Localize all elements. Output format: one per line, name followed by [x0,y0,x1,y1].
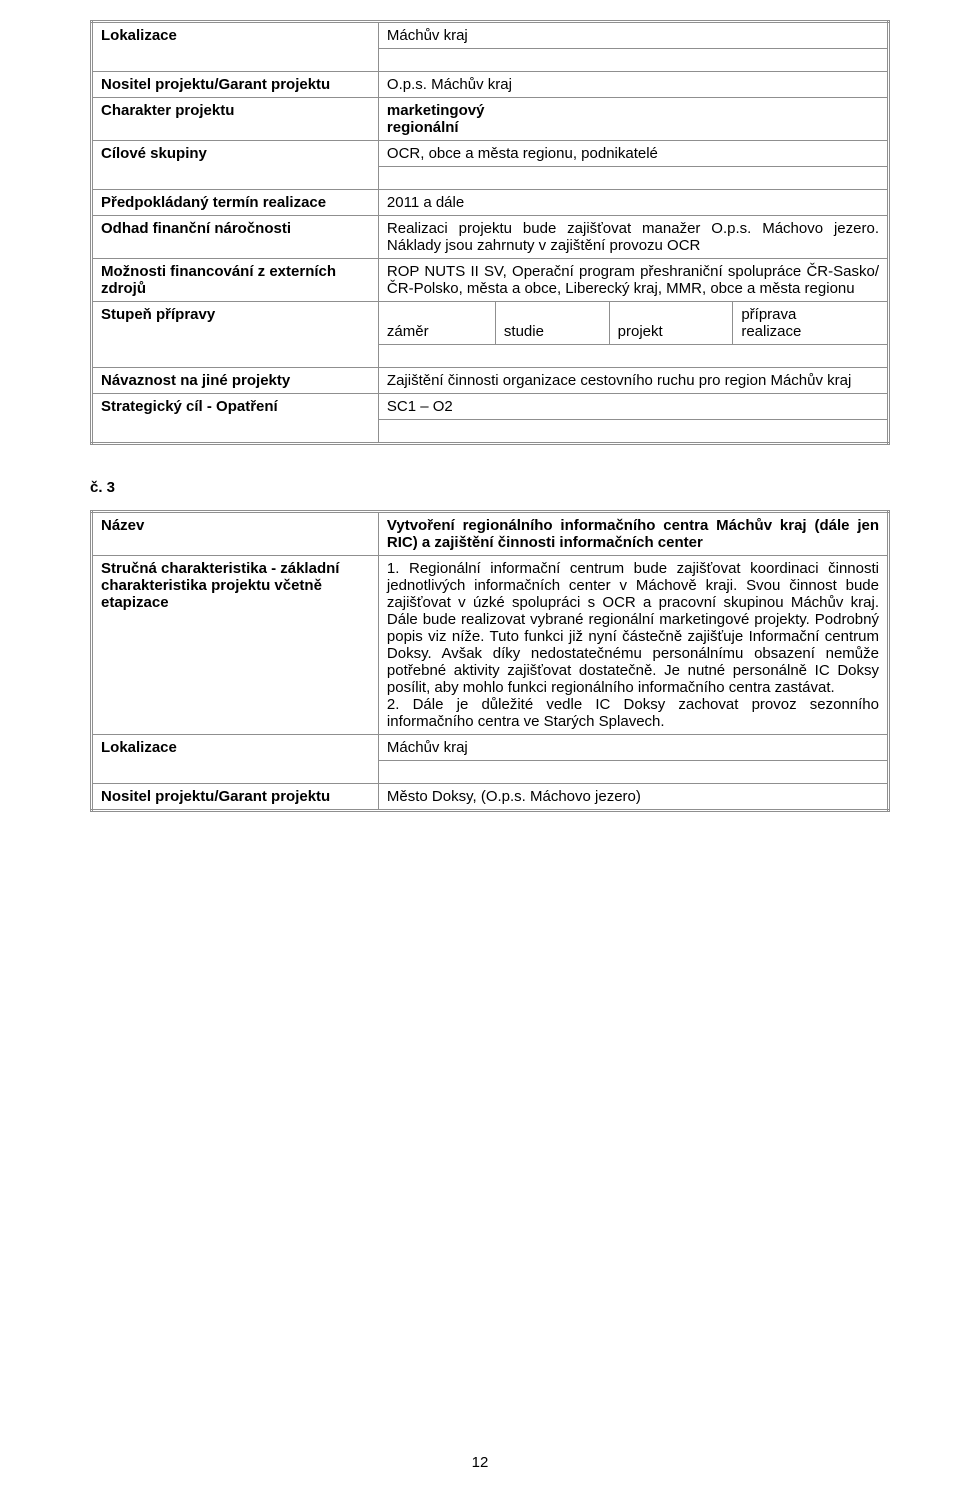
table-row: Název Vytvoření regionálního informačníh… [92,512,889,556]
table-row: Cílové skupiny OCR, obce a města regionu… [92,141,889,167]
spacer-cell [378,345,888,368]
row-value: SC1 – O2 [378,394,888,420]
row-label: Cílové skupiny [92,141,379,190]
row-label: Lokalizace [92,22,379,72]
project-table-1: Lokalizace Máchův kraj Nositel projektu/… [90,20,890,445]
row-value: Máchův kraj [378,735,888,761]
row-label: Strategický cíl - Opatření [92,394,379,444]
row-label: Stupeň přípravy [92,302,379,368]
table-row: Návaznost na jiné projekty Zajištění čin… [92,368,889,394]
project-table-2: Název Vytvoření regionálního informačníh… [90,510,890,812]
row-value: Město Doksy, (O.p.s. Máchovo jezero) [378,784,888,811]
row-value: Realizaci projektu bude zajišťovat manaž… [378,216,888,259]
page: Lokalizace Máchův kraj Nositel projektu/… [0,0,960,1489]
spacer-cell [378,167,888,190]
table-row: Odhad finanční náročnosti Realizaci proj… [92,216,889,259]
table-row: Nositel projektu/Garant projektu O.p.s. … [92,72,889,98]
row-label: Nositel projektu/Garant projektu [92,72,379,98]
row-value: Zajištění činnosti organizace cestovního… [378,368,888,394]
table-row: Charakter projektu marketingový regionál… [92,98,889,141]
spacer-cell [378,49,888,72]
table-row: Lokalizace Máchův kraj [92,735,889,761]
row-label: Návaznost na jiné projekty [92,368,379,394]
table-row: Strategický cíl - Opatření SC1 – O2 [92,394,889,420]
row-label: Předpokládaný termín realizace [92,190,379,216]
row-label: Nositel projektu/Garant projektu [92,784,379,811]
table-row: Stupeň přípravy záměr studie projekt pří… [92,302,889,345]
col-studie: studie [495,302,609,345]
row-label: Lokalizace [92,735,379,784]
col-zamer: záměr [378,302,495,345]
row-value: ROP NUTS II SV, Operační program přeshra… [378,259,888,302]
row-label: Odhad finanční náročnosti [92,216,379,259]
row-value: Vytvoření regionálního informačního cent… [378,512,888,556]
table-row: Předpokládaný termín realizace 2011 a dá… [92,190,889,216]
spacer-cell [378,761,888,784]
row-label: Stručná charakteristika - základní chara… [92,556,379,735]
col-priprava: příprava realizace [733,302,889,345]
row-value: marketingový regionální [378,98,888,141]
col-projekt: projekt [609,302,733,345]
row-value: OCR, obce a města regionu, podnikatelé [378,141,888,167]
section-number: č. 3 [90,479,890,496]
row-label: Charakter projektu [92,98,379,141]
row-value: O.p.s. Máchův kraj [378,72,888,98]
table-row: Možnosti financování z externích zdrojů … [92,259,889,302]
row-value: 2011 a dále [378,190,888,216]
row-value: 1. Regionální informační centrum bude za… [378,556,888,735]
table-row: Nositel projektu/Garant projektu Město D… [92,784,889,811]
table-row: Stručná charakteristika - základní chara… [92,556,889,735]
row-value: Máchův kraj [378,22,888,49]
row-label: Název [92,512,379,556]
page-number: 12 [0,1454,960,1471]
table-row: Lokalizace Máchův kraj [92,22,889,49]
row-label: Možnosti financování z externích zdrojů [92,259,379,302]
spacer-cell [378,420,888,444]
